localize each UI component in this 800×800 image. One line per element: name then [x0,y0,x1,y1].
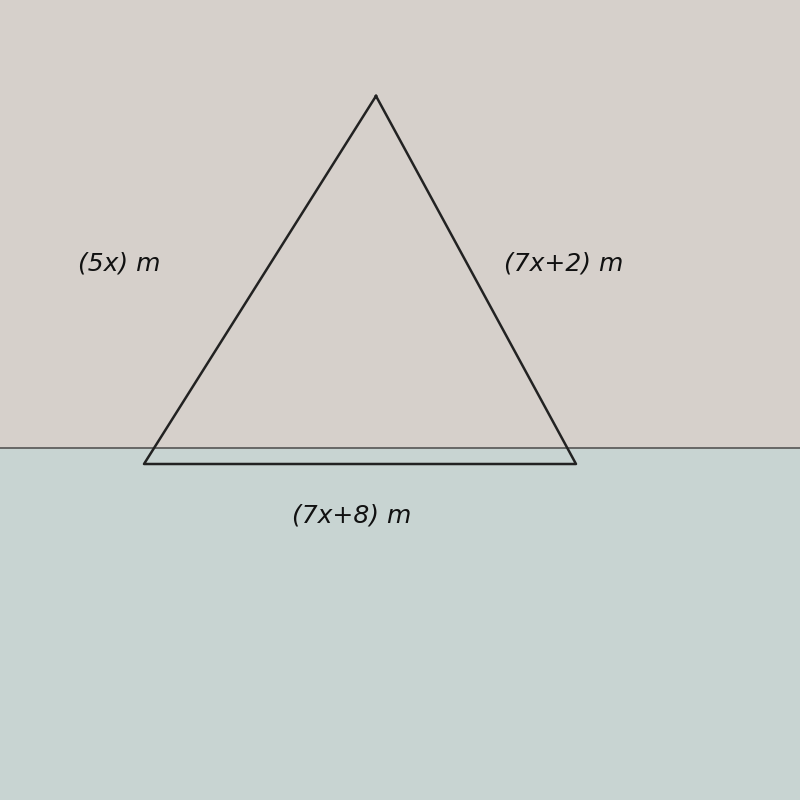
Text: (7x+2) m: (7x+2) m [504,252,623,276]
Text: (5x) m: (5x) m [78,252,160,276]
Bar [0,448,800,800]
Bar [0,0,800,448]
Text: (7x+8) m: (7x+8) m [292,504,412,528]
